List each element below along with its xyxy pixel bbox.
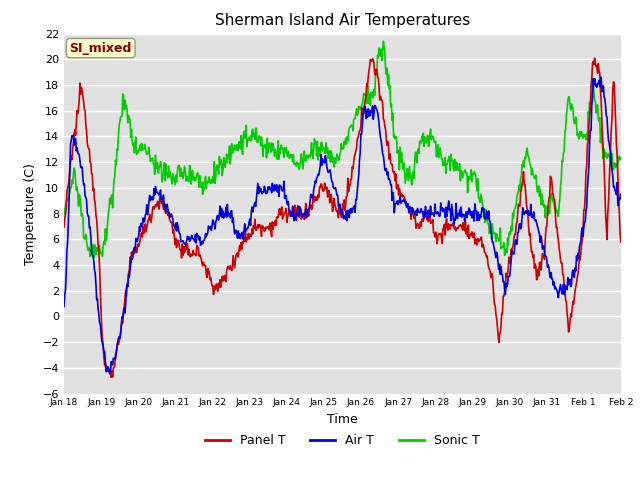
Text: SI_mixed: SI_mixed	[70, 42, 132, 55]
Y-axis label: Temperature (C): Temperature (C)	[24, 163, 37, 264]
Legend: Panel T, Air T, Sonic T: Panel T, Air T, Sonic T	[200, 429, 485, 452]
Title: Sherman Island Air Temperatures: Sherman Island Air Temperatures	[215, 13, 470, 28]
X-axis label: Time: Time	[327, 413, 358, 426]
